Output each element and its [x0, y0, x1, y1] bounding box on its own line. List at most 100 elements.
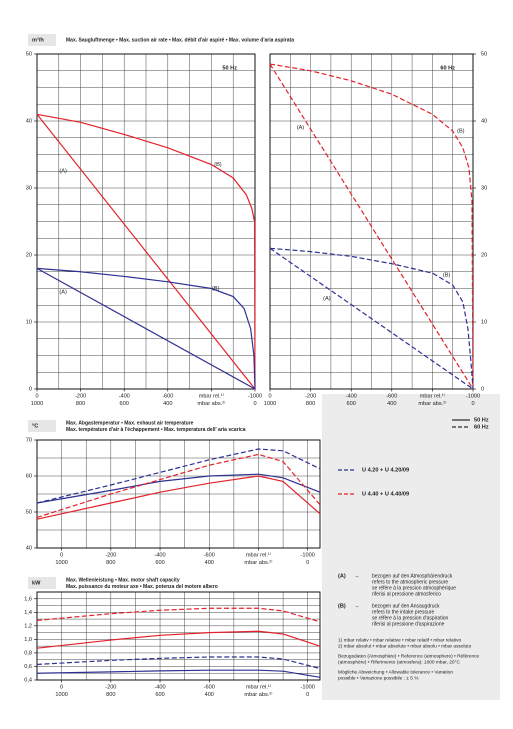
y-tick-label: 40 [26, 118, 32, 124]
note-line: refers to the intake pressure [372, 609, 434, 615]
unit-box [28, 577, 56, 589]
x-tick-label: mbar abs.²⁾ [418, 400, 447, 407]
legend-model-label: U 4.40 + U 4.40/09 [362, 491, 409, 497]
y-tick-label: 40 [481, 118, 487, 124]
y-tick-label: 70 [26, 437, 32, 443]
x-tick-label: 600 [120, 401, 129, 407]
annotation: (A) [59, 289, 67, 295]
x-tick-label: mbar rel.¹⁾ [246, 551, 272, 558]
side-panel [322, 394, 500, 700]
x-tick-label: -600 [204, 552, 215, 558]
x-tick-label: 0 [306, 560, 309, 566]
x-tick-label: mbar rel.¹⁾ [246, 683, 272, 690]
series-line [36, 267, 256, 390]
plot-frame [36, 591, 321, 681]
series-line [36, 473, 321, 504]
series-line [269, 247, 474, 390]
unit-box [28, 34, 56, 46]
series-line [36, 453, 321, 518]
note-line: se réfère à la pression atmosphérique [372, 585, 456, 591]
y-tick-label: 30 [26, 185, 32, 191]
panel-label: 60 Hz [440, 65, 455, 71]
series-line [36, 630, 321, 649]
x-tick-label: 400 [163, 401, 172, 407]
x-tick-label: -600 [162, 393, 173, 399]
y-tick-label: 0,4 [24, 677, 32, 683]
annotation: (A) [297, 125, 305, 131]
annotation: (A) [59, 169, 67, 175]
x-tick-label: -600 [386, 393, 397, 399]
unit-label: kW [32, 580, 41, 586]
y-tick-label: 1,2 [24, 623, 32, 629]
x-tick-label: 400 [205, 692, 214, 698]
x-tick-label: mbar abs.²⁾ [197, 400, 226, 407]
x-tick-label: 1000 [31, 401, 43, 407]
note-line: refers to the atmospheric pressure [372, 579, 448, 585]
x-tick-label: 600 [155, 692, 164, 698]
chart-title: Max. Abgastemperatur • Max. exhaust air … [66, 420, 194, 426]
x-tick-label: 800 [76, 401, 85, 407]
footnote: possible • Variazione possibile : ± 5 % [338, 675, 419, 681]
series-line [36, 656, 321, 670]
note-line: bezogen auf den Atmosphärendruck [372, 573, 453, 579]
x-tick-label: 0 [306, 692, 309, 698]
footnote: (atmosphère) • Riferimento (atmosfera): … [338, 659, 461, 665]
plot-frame [36, 439, 321, 549]
x-tick-label: 600 [347, 401, 356, 407]
series-line [269, 63, 474, 390]
legend-style-label: 60 Hz [474, 424, 489, 430]
y-tick-label: 0 [29, 386, 32, 392]
unit-label: m³/h [32, 36, 44, 43]
annotation: (B) [214, 162, 222, 168]
y-tick-label: 10 [481, 319, 487, 325]
x-tick-label: 800 [306, 401, 315, 407]
footnote: Mögliche Abweichung • Allowable toleranc… [338, 669, 453, 675]
note-line: riferisi al pressione d'aspirazione [372, 621, 445, 627]
x-tick-label: 0 [253, 401, 256, 407]
y-tick-label: 10 [26, 319, 32, 325]
chart-title: Max. Wellenleistung • Max. motor shaft c… [66, 577, 180, 583]
series-line [269, 63, 474, 390]
x-tick-label: -400 [154, 552, 165, 558]
x-tick-label: 400 [387, 401, 396, 407]
note-key: (B) [338, 603, 346, 609]
note-arrow: → [354, 573, 360, 579]
annotation: (B) [457, 129, 465, 135]
series-line [36, 448, 321, 504]
x-tick-label: mbar rel.¹⁾ [420, 392, 446, 399]
y-tick-label: 30 [481, 185, 487, 191]
plot-frame [269, 53, 474, 390]
series-line [36, 113, 256, 390]
footnote: Bezugsdaten (Atmosphäre) • Reference (at… [338, 653, 480, 659]
y-tick-label: 1,6 [24, 596, 32, 602]
unit-label: °C [32, 423, 38, 429]
x-tick-label: 800 [106, 692, 115, 698]
x-tick-label: -200 [105, 552, 116, 558]
legend-model-label: U 4.20 + U 4.20/09 [362, 467, 409, 473]
series-line [36, 267, 256, 390]
x-tick-label: mbar rel.¹⁾ [199, 392, 225, 399]
x-tick-label: 400 [205, 560, 214, 566]
chart-subtitle: Max. température d'air à l'échappement •… [66, 427, 246, 433]
footnote: 1) mbar relativ • mbar relative • mbar r… [338, 637, 461, 643]
x-tick-label: -1000 [301, 684, 315, 690]
y-tick-label: 20 [26, 252, 32, 258]
note-line: riferisi al pressione atmosferico [372, 591, 441, 597]
y-tick-label: 0 [481, 386, 484, 392]
note-line: bezogen auf den Ansaugdruck [372, 603, 440, 609]
y-tick-label: 50 [26, 51, 32, 57]
series-line [36, 475, 321, 520]
legend-style-label: 50 Hz [474, 417, 489, 423]
x-tick-label: 1000 [264, 401, 276, 407]
series-line [269, 247, 474, 390]
y-tick-label: 60 [26, 473, 32, 479]
series-line [36, 669, 321, 678]
x-tick-label: 1000 [55, 560, 67, 566]
x-tick-label: 600 [155, 560, 164, 566]
x-tick-label: -200 [75, 393, 86, 399]
annotation: (B) [443, 273, 451, 279]
x-tick-label: -200 [105, 684, 116, 690]
chart-subtitle: Max. puissance du moteur axe • Max. pote… [66, 584, 218, 590]
annotation: (B) [212, 286, 220, 292]
